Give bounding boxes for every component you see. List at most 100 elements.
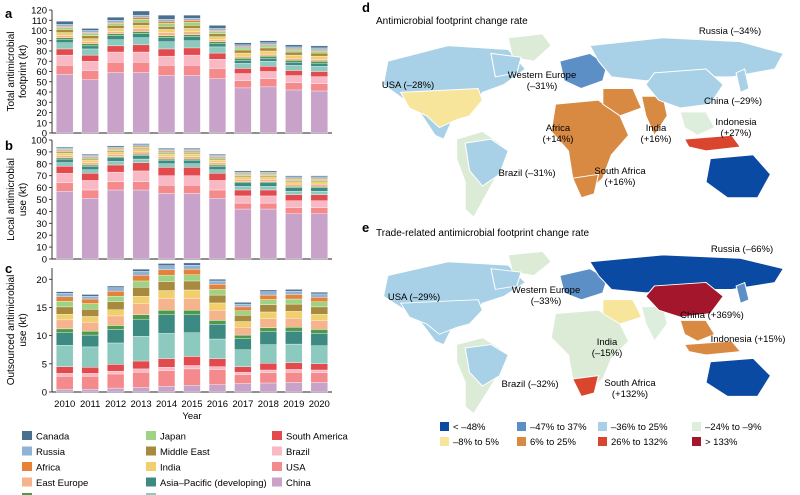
bar-segment-c-2013-asia-pacific-developed bbox=[132, 314, 150, 320]
legend-label-canada: Canada bbox=[36, 432, 70, 443]
bar-segment-a-2015-south-america bbox=[183, 47, 201, 56]
bar-segment-c-2020-south-america bbox=[310, 363, 328, 371]
bar-segment-c-2019-canada bbox=[285, 289, 303, 292]
bar-segment-b-2020-brazil bbox=[310, 200, 328, 209]
bar-segment-b-2017-africa bbox=[234, 173, 252, 175]
map-label-map-d-africa: (+14%) bbox=[543, 134, 574, 145]
map-region-map-d-usa bbox=[399, 87, 483, 129]
bar-segment-c-2020-western-europe bbox=[310, 345, 328, 364]
map-legend: < –48% –47% to 37% –36% to 25% –24% to –9% –… bbox=[440, 422, 762, 448]
bar-segment-c-2011-japan bbox=[81, 303, 99, 310]
map-legend-label: –36% to 25% bbox=[611, 422, 668, 433]
bar-segment-c-2015-africa bbox=[183, 268, 201, 275]
bar-segment-b-2016-south-america bbox=[208, 173, 227, 181]
map-region-map-d-mea bbox=[602, 88, 643, 117]
bar-segment-a-2015-china bbox=[183, 75, 201, 134]
bar-segment-a-2013-china bbox=[132, 72, 150, 134]
x-tick-label: 2019 bbox=[283, 399, 304, 410]
bar-segment-b-2018-middle-east bbox=[259, 175, 277, 178]
bar-segment-b-2014-india bbox=[157, 154, 176, 157]
bar-segment-b-2015-south-america bbox=[183, 167, 201, 176]
bar-segment-c-2019-china bbox=[285, 382, 303, 393]
x-tick-label: 2017 bbox=[232, 399, 253, 410]
bar-segment-b-2013-japan bbox=[132, 146, 150, 149]
bar-segment-b-2010-china bbox=[56, 190, 74, 260]
bar-segment-c-2010-western-europe bbox=[56, 345, 74, 367]
region-legend: Canada Russia Africa East Europe Asia–Pacifi… bbox=[22, 431, 348, 495]
bar-segment-c-2019-india bbox=[285, 311, 303, 319]
bar-segment-a-2015-asia-pacific-developed bbox=[183, 34, 201, 37]
bar-segment-b-2014-usa bbox=[157, 185, 176, 194]
bar-segment-a-2010-usa bbox=[56, 65, 74, 75]
bar-segment-a-2016-western-europe bbox=[208, 46, 227, 54]
map-legend-swatch bbox=[517, 422, 526, 431]
bar-segment-c-2012-east-europe bbox=[107, 315, 125, 326]
bar-segment-a-2012-asia-pacific-developing bbox=[107, 35, 125, 40]
bar-segment-b-2013-africa bbox=[132, 145, 150, 148]
map-region-map-e-idn bbox=[683, 340, 742, 356]
bar-segment-a-2011-asia-pacific-developing bbox=[81, 45, 99, 50]
bar-segment-c-2020-china bbox=[310, 382, 328, 393]
bar-segment-a-2019-south-america bbox=[285, 70, 303, 76]
bar-segment-c-2010-brazil bbox=[56, 373, 74, 377]
map-region-map-d-idn bbox=[683, 134, 742, 152]
bar-segment-a-2019-india bbox=[285, 54, 303, 59]
bar-segment-a-2013-asia-pacific-developed bbox=[132, 31, 150, 34]
bar-segment-c-2018-russia bbox=[259, 291, 277, 296]
bar-segment-b-2016-asia-pacific-developing bbox=[208, 166, 227, 170]
bar-segment-c-2016-asia-pacific-developing bbox=[208, 324, 227, 340]
legend-label-brazil: Brazil bbox=[286, 447, 310, 458]
bar-segment-b-2016-japan bbox=[208, 157, 227, 160]
legend-swatch-east-europe bbox=[22, 477, 32, 487]
bar-segment-b-2012-east-europe bbox=[107, 154, 125, 157]
map-label-map-d-south-africa: South Africa bbox=[594, 166, 646, 177]
map-label-map-e-india: (–15%) bbox=[592, 348, 623, 359]
bar-segment-a-2015-africa bbox=[183, 20, 201, 23]
bar-segment-c-2013-middle-east bbox=[132, 286, 150, 297]
y-tick-label-b: 60 bbox=[36, 183, 47, 194]
bar-segment-c-2016-asia-pacific-developed bbox=[208, 320, 227, 325]
bar-segment-b-2020-africa bbox=[310, 177, 328, 180]
bar-segment-b-2018-east-europe bbox=[259, 179, 277, 182]
bar-segment-b-2016-china bbox=[208, 198, 227, 260]
bar-segment-a-2019-canada bbox=[285, 44, 303, 48]
map-label-map-e-china: China (+369%) bbox=[680, 310, 744, 321]
bar-segment-a-2015-russia bbox=[183, 18, 201, 21]
bar-segment-a-2013-east-europe bbox=[132, 28, 150, 32]
bar-segment-b-2014-africa bbox=[157, 150, 176, 153]
bar-segment-b-2014-brazil bbox=[157, 175, 176, 186]
bar-segment-b-2016-africa bbox=[208, 156, 227, 159]
map-label-map-e-indonesia: Indonesia (+15%) bbox=[711, 334, 786, 345]
bar-segment-b-2017-south-america bbox=[234, 189, 252, 197]
bar-segment-b-2011-china bbox=[81, 198, 99, 260]
bar-segment-a-2012-brazil bbox=[107, 51, 125, 63]
y-tick-label-b: 10 bbox=[36, 243, 47, 254]
legend-swatch-asia-pacific-developing bbox=[146, 477, 156, 487]
bar-segment-b-2017-canada bbox=[234, 170, 252, 173]
bar-segment-c-2016-east-europe bbox=[208, 310, 227, 321]
map-label-map-d-indonesia: (+27%) bbox=[721, 128, 752, 139]
bar-segment-c-2015-canada bbox=[183, 262, 201, 266]
bar-segment-b-2010-asia-pacific-developing bbox=[56, 158, 74, 163]
bar-segment-b-2018-russia bbox=[259, 171, 277, 174]
bar-segment-a-2020-middle-east bbox=[310, 52, 328, 57]
legend-swatch-brazil bbox=[272, 446, 282, 456]
map-legend-swatch bbox=[692, 422, 701, 431]
bar-segment-c-2020-middle-east bbox=[310, 306, 328, 315]
bar-segment-c-2016-india bbox=[208, 302, 227, 311]
bar-segment-a-2014-russia bbox=[157, 19, 176, 22]
bar-segment-c-2020-russia bbox=[310, 293, 328, 298]
bar-segment-a-2019-brazil bbox=[285, 75, 303, 83]
bar-segment-b-2013-east-europe bbox=[132, 151, 150, 155]
bar-segment-a-2017-canada bbox=[234, 42, 252, 46]
bar-segment-c-2018-asia-pacific-developing bbox=[259, 331, 277, 345]
bar-segment-a-2014-middle-east bbox=[157, 26, 176, 30]
bar-segment-a-2017-middle-east bbox=[234, 49, 252, 54]
bar-segment-b-2018-south-america bbox=[259, 189, 277, 197]
map-label-map-e-western-europe: (–33%) bbox=[531, 296, 562, 307]
map-legend-swatch bbox=[440, 437, 449, 446]
bar-segment-a-2018-japan bbox=[259, 45, 277, 49]
bar-segment-c-2016-brazil bbox=[208, 366, 227, 370]
bar-segment-b-2020-asia-pacific-developing bbox=[310, 187, 328, 192]
bar-segment-a-2013-russia bbox=[132, 14, 150, 18]
